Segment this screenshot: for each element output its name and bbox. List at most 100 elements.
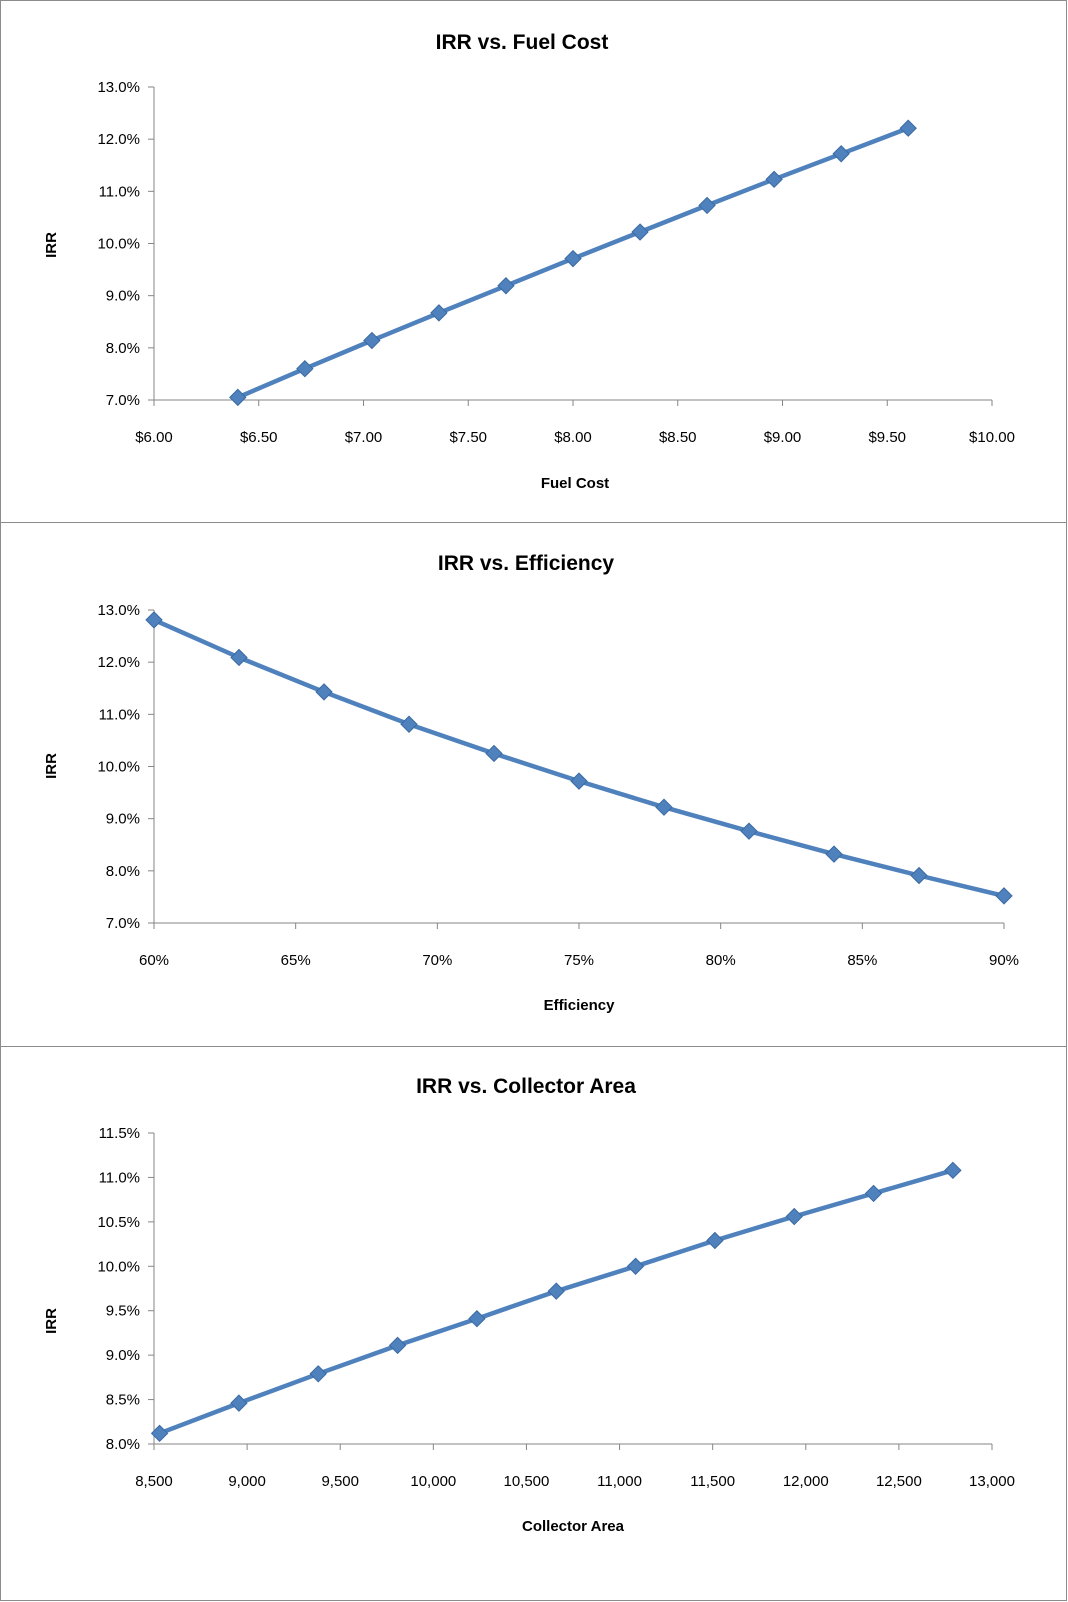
data-point-marker bbox=[150, 1424, 169, 1443]
data-point-marker bbox=[655, 798, 673, 816]
x-tick-label: 90% bbox=[989, 952, 1019, 969]
data-point-marker bbox=[706, 1231, 724, 1250]
y-axis-label: IRR bbox=[43, 232, 60, 258]
data-point-marker bbox=[570, 772, 588, 790]
x-tick-label: $7.50 bbox=[449, 429, 487, 446]
y-tick-label: 12.0% bbox=[97, 654, 140, 671]
y-tick-label: 7.0% bbox=[106, 392, 140, 409]
data-point-marker bbox=[825, 845, 843, 863]
x-tick-label: 11,500 bbox=[690, 1473, 735, 1490]
series-line bbox=[157, 1168, 956, 1436]
data-point-marker bbox=[468, 1310, 486, 1328]
y-tick-label: 10.0% bbox=[97, 236, 140, 253]
x-tick-label: 70% bbox=[422, 952, 452, 969]
x-tick-label: 11,000 bbox=[597, 1473, 642, 1490]
data-point-marker bbox=[626, 1257, 645, 1275]
y-tick-label: 9.0% bbox=[106, 288, 140, 305]
x-axis-label: Efficiency bbox=[544, 997, 616, 1014]
data-point-marker bbox=[995, 887, 1013, 905]
chart-svg-efficiency: IRR vs. Efficiency Efficiency IRR 7.0% 8.… bbox=[43, 552, 1019, 1014]
y-tick-label: 9.5% bbox=[106, 1303, 140, 1320]
y-axis-label: IRR bbox=[43, 1308, 60, 1334]
y-tick-label: 11.0% bbox=[99, 183, 140, 200]
chart-title: IRR vs. Collector Area bbox=[416, 1075, 636, 1098]
chart-title: IRR vs. Efficiency bbox=[438, 552, 615, 575]
data-point-marker bbox=[899, 119, 917, 137]
x-tick-label: 10,000 bbox=[410, 1473, 456, 1490]
x-tick-label: 10,500 bbox=[503, 1473, 549, 1490]
data-point-marker bbox=[485, 744, 503, 763]
chart-panel-collector-area: IRR vs. Collector Area Collector Area IR… bbox=[0, 1046, 1067, 1601]
y-tick-label: 7.0% bbox=[106, 915, 140, 932]
data-point-marker bbox=[296, 359, 314, 378]
data-point-marker bbox=[631, 223, 649, 241]
chart-title: IRR vs. Fuel Cost bbox=[436, 31, 609, 54]
y-tick-label: 9.0% bbox=[106, 1347, 140, 1364]
y-tick-label: 8.0% bbox=[106, 340, 140, 357]
data-point-marker bbox=[564, 249, 582, 268]
x-tick-label: $9.00 bbox=[764, 429, 802, 446]
data-point-marker bbox=[430, 304, 448, 322]
x-axis-label: Fuel Cost bbox=[541, 475, 609, 492]
y-tick-label: 13.0% bbox=[97, 602, 140, 619]
data-point-marker bbox=[785, 1207, 803, 1226]
data-point-marker bbox=[832, 145, 850, 163]
y-tick-label: 8.0% bbox=[106, 863, 140, 880]
x-tick-label: 85% bbox=[847, 952, 877, 969]
x-tick-label: 80% bbox=[706, 952, 736, 969]
y-tick-label: 10.0% bbox=[97, 759, 140, 776]
data-point-marker bbox=[400, 715, 418, 733]
chart-panel-efficiency: IRR vs. Efficiency Efficiency IRR 7.0% 8.… bbox=[0, 522, 1067, 1048]
x-tick-label: $9.50 bbox=[868, 429, 906, 446]
x-tick-label: $6.50 bbox=[240, 429, 278, 446]
chart-svg-collector-area: IRR vs. Collector Area Collector Area IR… bbox=[43, 1075, 1015, 1535]
data-point-marker bbox=[864, 1184, 883, 1203]
data-point-marker bbox=[765, 170, 783, 189]
data-point-marker bbox=[944, 1161, 962, 1180]
y-tick-label: 11.0% bbox=[99, 1169, 140, 1186]
y-tick-label: 11.5% bbox=[99, 1125, 140, 1142]
x-tick-label: $10.00 bbox=[969, 429, 1015, 446]
x-tick-label: 9,000 bbox=[228, 1473, 266, 1490]
y-tick-label: 8.0% bbox=[106, 1436, 140, 1453]
x-tick-label: 9,500 bbox=[321, 1473, 359, 1490]
data-point-marker bbox=[309, 1365, 327, 1383]
data-point-marker bbox=[315, 683, 333, 701]
data-point-marker bbox=[229, 388, 247, 407]
data-point-marker bbox=[740, 822, 758, 840]
x-tick-label: 60% bbox=[139, 952, 169, 969]
data-point-marker bbox=[910, 866, 928, 885]
x-tick-label: 12,500 bbox=[876, 1473, 922, 1490]
x-tick-label: $7.00 bbox=[345, 429, 383, 446]
x-tick-label: 8,500 bbox=[135, 1473, 173, 1490]
series-line bbox=[151, 617, 1007, 899]
x-tick-label: 13,000 bbox=[969, 1473, 1015, 1490]
data-point-marker bbox=[497, 277, 515, 295]
chart-panel-fuel-cost: IRR vs. Fuel Cost Fuel Cost IRR 7.0% 8.0%… bbox=[0, 0, 1067, 524]
y-tick-label: 12.0% bbox=[97, 131, 140, 148]
x-tick-label: 75% bbox=[564, 952, 594, 969]
y-tick-label: 8.5% bbox=[106, 1392, 140, 1409]
x-tick-label: 12,000 bbox=[783, 1473, 829, 1490]
plot-area: 8.0% 8.5% 9.0% 9.5% 10.0% 10.5% 11.0% 11.5% 8,50… bbox=[97, 1125, 1014, 1490]
plot-area: 7.0% 8.0% 9.0% 10.0% 11.0% 12.0% 13.0% $6.00 $6.… bbox=[97, 79, 1014, 446]
y-axis-label: IRR bbox=[43, 753, 60, 779]
y-tick-label: 11.0% bbox=[99, 706, 140, 723]
y-tick-label: 10.0% bbox=[97, 1258, 140, 1275]
chart-svg-fuel-cost: IRR vs. Fuel Cost Fuel Cost IRR 7.0% 8.0%… bbox=[43, 31, 1015, 492]
x-tick-label: $6.00 bbox=[135, 429, 173, 446]
data-point-marker bbox=[230, 1394, 248, 1412]
x-axis-label: Collector Area bbox=[522, 1518, 625, 1535]
x-tick-label: $8.00 bbox=[554, 429, 592, 446]
data-point-marker bbox=[363, 331, 381, 350]
data-point-marker bbox=[145, 611, 163, 629]
x-tick-label: 65% bbox=[281, 952, 311, 969]
plot-area: 7.0% 8.0% 9.0% 10.0% 11.0% 12.0% 13.0% 60% 65% 70… bbox=[97, 602, 1019, 969]
data-point-marker bbox=[230, 648, 248, 667]
data-point-marker bbox=[698, 196, 716, 215]
y-tick-label: 9.0% bbox=[106, 811, 140, 828]
data-point-marker bbox=[388, 1336, 407, 1355]
y-tick-label: 13.0% bbox=[97, 79, 140, 96]
data-point-marker bbox=[547, 1282, 565, 1300]
x-tick-label: $8.50 bbox=[659, 429, 697, 446]
